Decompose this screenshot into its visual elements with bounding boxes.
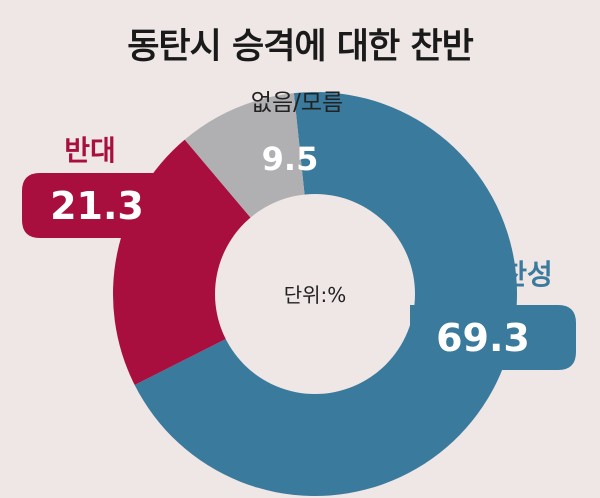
slice-value-agree: 69.3 bbox=[436, 316, 530, 360]
unit-label: 단위:% bbox=[284, 283, 347, 307]
slice-name-oppose: 반대 bbox=[64, 134, 116, 167]
pill-agree bbox=[410, 305, 576, 370]
slice-value-unknown: 9.5 bbox=[262, 140, 319, 178]
chart-title: 동탄시 승격에 대한 찬반 bbox=[127, 27, 474, 67]
slice-value-oppose: 21.3 bbox=[50, 184, 144, 228]
donut-hole bbox=[215, 194, 415, 394]
slice-name-unknown: 없음/모름 bbox=[251, 90, 343, 116]
slice-name-agree: 찬성 bbox=[501, 258, 553, 291]
pill-oppose bbox=[22, 173, 165, 238]
